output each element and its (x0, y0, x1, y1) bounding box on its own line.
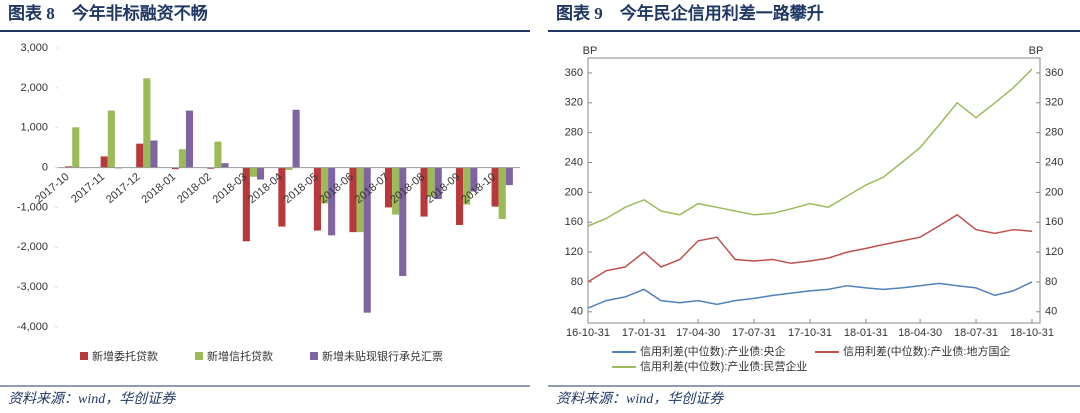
x-tick-label: 18-04-30 (898, 327, 942, 339)
bar (207, 167, 215, 169)
bar (384, 167, 393, 208)
y-tick-label: 0 (42, 161, 48, 173)
bar (349, 167, 357, 233)
y2-tick-label: 240 (1045, 156, 1063, 168)
x-tick-label: 2018-01 (140, 171, 179, 206)
line (587, 213, 1033, 283)
legend-swatch (195, 352, 203, 360)
legend-label: 新增信托贷款 (207, 349, 273, 363)
bar (143, 78, 151, 168)
line (587, 281, 1033, 309)
plot-frame (587, 57, 1041, 324)
y-tick-label: 2,000 (20, 82, 48, 94)
x-tick-label: 17-07-31 (732, 327, 776, 339)
bar (65, 166, 73, 168)
bar (470, 167, 478, 192)
bar (363, 167, 371, 313)
y-tick-label: -3,000 (17, 281, 48, 293)
bar (257, 167, 265, 180)
x-tick-label: 16-10-31 (566, 327, 610, 339)
y-tick-label: 120 (565, 246, 583, 258)
bar (249, 167, 258, 177)
bar (320, 167, 329, 204)
bar (107, 110, 115, 168)
bar (399, 167, 407, 276)
bar (328, 167, 336, 236)
bar (214, 141, 222, 168)
chart-title: 图表 8 今年非标融资不畅 (8, 3, 208, 23)
bar (136, 143, 144, 168)
x-tick-label: 2017-11 (69, 171, 107, 206)
y2-tick-label: 360 (1045, 67, 1063, 79)
y-tick-label: 1,000 (20, 122, 48, 134)
bar (420, 167, 428, 217)
chart-title: 图表 9 今年民企信用利差一路攀升 (556, 3, 824, 23)
bar (434, 167, 442, 200)
legend-label: 信用利差(中位数):产业债:民营企业 (640, 359, 807, 373)
y2-axis-label: BP (1029, 45, 1044, 57)
bar (427, 167, 435, 197)
x-tick-label: 2017-12 (104, 171, 143, 206)
bar (221, 163, 229, 168)
legend-label: 信用利差(中位数):产业债:央企 (640, 344, 785, 358)
bar (456, 167, 464, 225)
bar (313, 167, 321, 231)
y-tick-label: -4,000 (17, 321, 48, 333)
y-tick-label: 200 (565, 186, 583, 198)
y-axis-label: BP (583, 45, 598, 57)
bar (392, 167, 400, 215)
y2-tick-label: 160 (1045, 216, 1063, 228)
bar (463, 167, 471, 205)
legend-label: 新增委托贷款 (92, 349, 158, 363)
y2-tick-label: 280 (1045, 127, 1063, 139)
y2-tick-label: 320 (1045, 97, 1063, 109)
bar (242, 167, 250, 242)
legend-label: 信用利差(中位数):产业债:地方国企 (843, 344, 1010, 358)
source: 资料来源：wind，华创证券 (556, 391, 724, 407)
bar (72, 127, 80, 168)
source: 资料来源：wind，华创证券 (8, 391, 176, 407)
y2-tick-label: 40 (1045, 306, 1057, 318)
y-tick-label: 240 (565, 156, 583, 168)
y-tick-label: 280 (565, 127, 583, 139)
x-tick-label: 17-04-30 (676, 327, 720, 339)
y-tick-label: 3,000 (20, 42, 48, 54)
bar (491, 167, 499, 207)
x-tick-label: 18-07-31 (954, 327, 998, 339)
bar (498, 167, 506, 219)
y-tick-label: -1,000 (17, 201, 48, 213)
bar (285, 167, 293, 170)
x-tick-label: 18-01-31 (844, 327, 888, 339)
bar (292, 109, 300, 168)
y2-tick-label: 120 (1045, 246, 1063, 258)
bar (171, 167, 179, 170)
y-tick-label: 160 (565, 216, 583, 228)
bar (150, 140, 158, 168)
bar (505, 167, 513, 186)
legend-label: 新增未贴现银行承兑汇票 (322, 349, 443, 363)
x-tick-label: 2017-10 (33, 171, 72, 206)
legend-swatch (80, 352, 88, 360)
bar (185, 110, 194, 168)
y2-tick-label: 80 (1045, 276, 1057, 288)
x-tick-label: 2018-02 (175, 171, 214, 206)
y-tick-label: 80 (571, 276, 583, 288)
x-tick-label: 18-10-31 (1010, 327, 1054, 339)
x-tick-label: 17-10-31 (788, 327, 832, 339)
y-tick-label: 360 (565, 67, 583, 79)
y2-tick-label: 200 (1045, 186, 1063, 198)
bar (178, 149, 186, 168)
legend-swatch (310, 352, 318, 360)
bar (356, 167, 364, 233)
y-tick-label: 40 (571, 306, 583, 318)
y-tick-label: -2,000 (17, 241, 48, 253)
line (587, 68, 1033, 227)
bar (278, 167, 286, 227)
y-tick-label: 320 (565, 97, 583, 109)
bar (100, 156, 108, 168)
x-tick-label: 17-01-31 (622, 327, 666, 339)
